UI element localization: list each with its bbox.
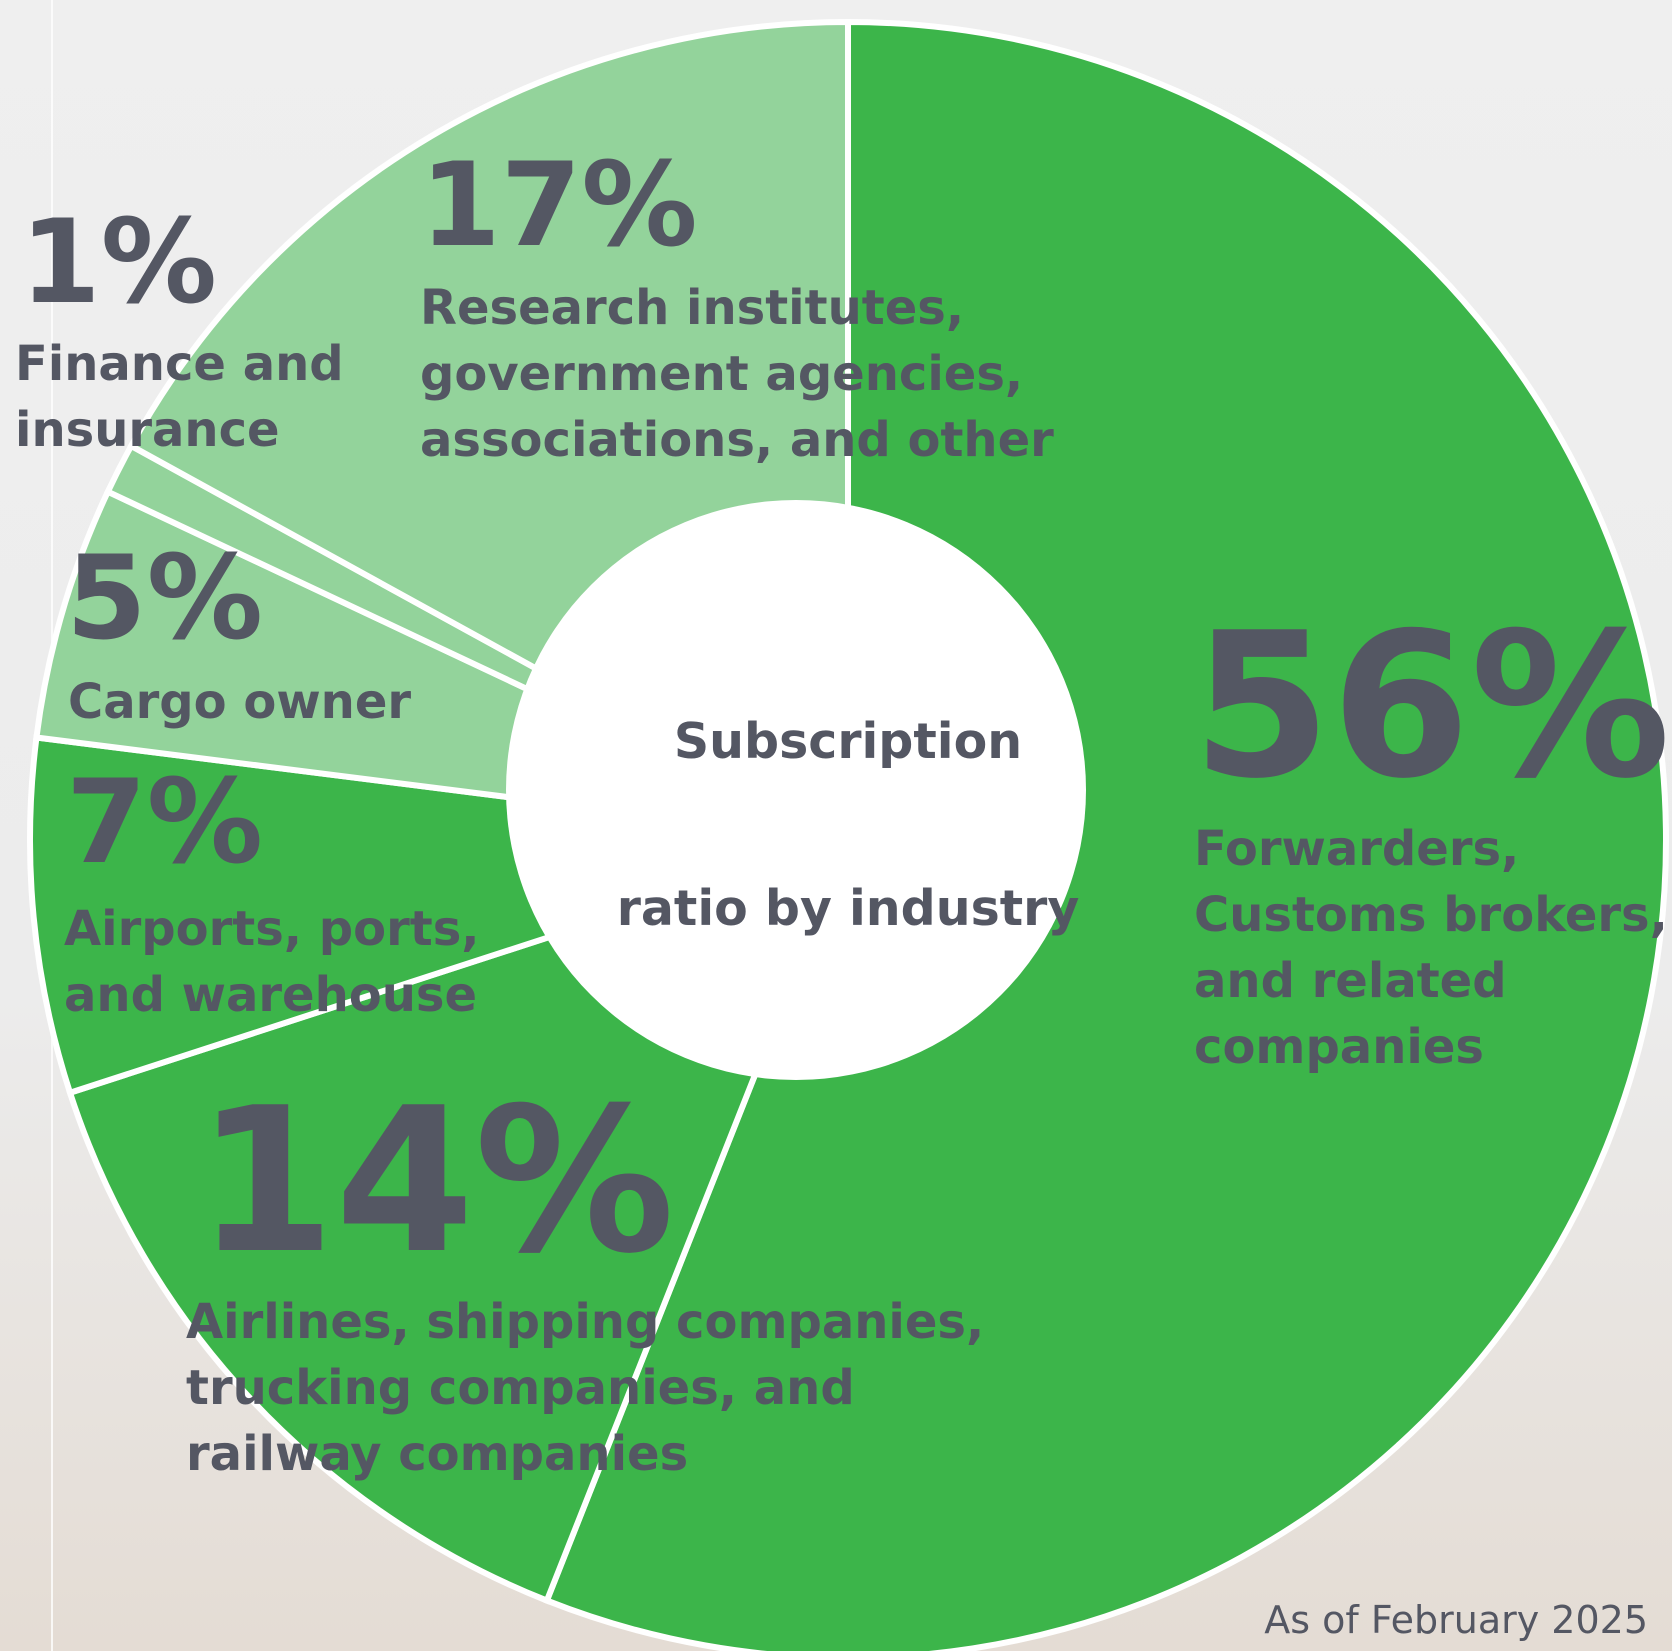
category-label: government agencies, xyxy=(420,346,1023,402)
chart: Subscription ratio by industry As of Feb… xyxy=(0,0,1672,1651)
category-label: Airlines, shipping companies, xyxy=(186,1294,984,1350)
category-label: trucking companies, and xyxy=(186,1360,855,1416)
category-label: Finance and xyxy=(15,336,344,392)
annotation: As of February 2025 xyxy=(1264,1598,1648,1642)
category-label: Research institutes, xyxy=(420,280,964,336)
center-title: ratio by industry xyxy=(617,880,1080,937)
value-label: 5% xyxy=(66,531,263,666)
category-label: Airports, ports, xyxy=(64,901,480,957)
category-label: and warehouse xyxy=(64,967,477,1023)
category-label: insurance xyxy=(15,402,280,458)
category-label: companies xyxy=(1194,1019,1484,1075)
value-label: 17% xyxy=(420,138,698,273)
center-title: Subscription xyxy=(674,713,1022,770)
category-label: and related xyxy=(1194,953,1507,1009)
category-label: associations, and other xyxy=(420,412,1054,468)
category-label: railway companies xyxy=(186,1426,688,1482)
donut-hole xyxy=(506,500,1086,1080)
category-label: Forwarders, xyxy=(1194,821,1519,877)
category-label: Cargo owner xyxy=(68,674,411,730)
value-label: 1% xyxy=(20,195,217,330)
value-label: 14% xyxy=(196,1065,675,1298)
value-label: 7% xyxy=(66,755,263,890)
category-label: Customs brokers, xyxy=(1194,887,1668,943)
value-label: 56% xyxy=(1192,590,1671,823)
